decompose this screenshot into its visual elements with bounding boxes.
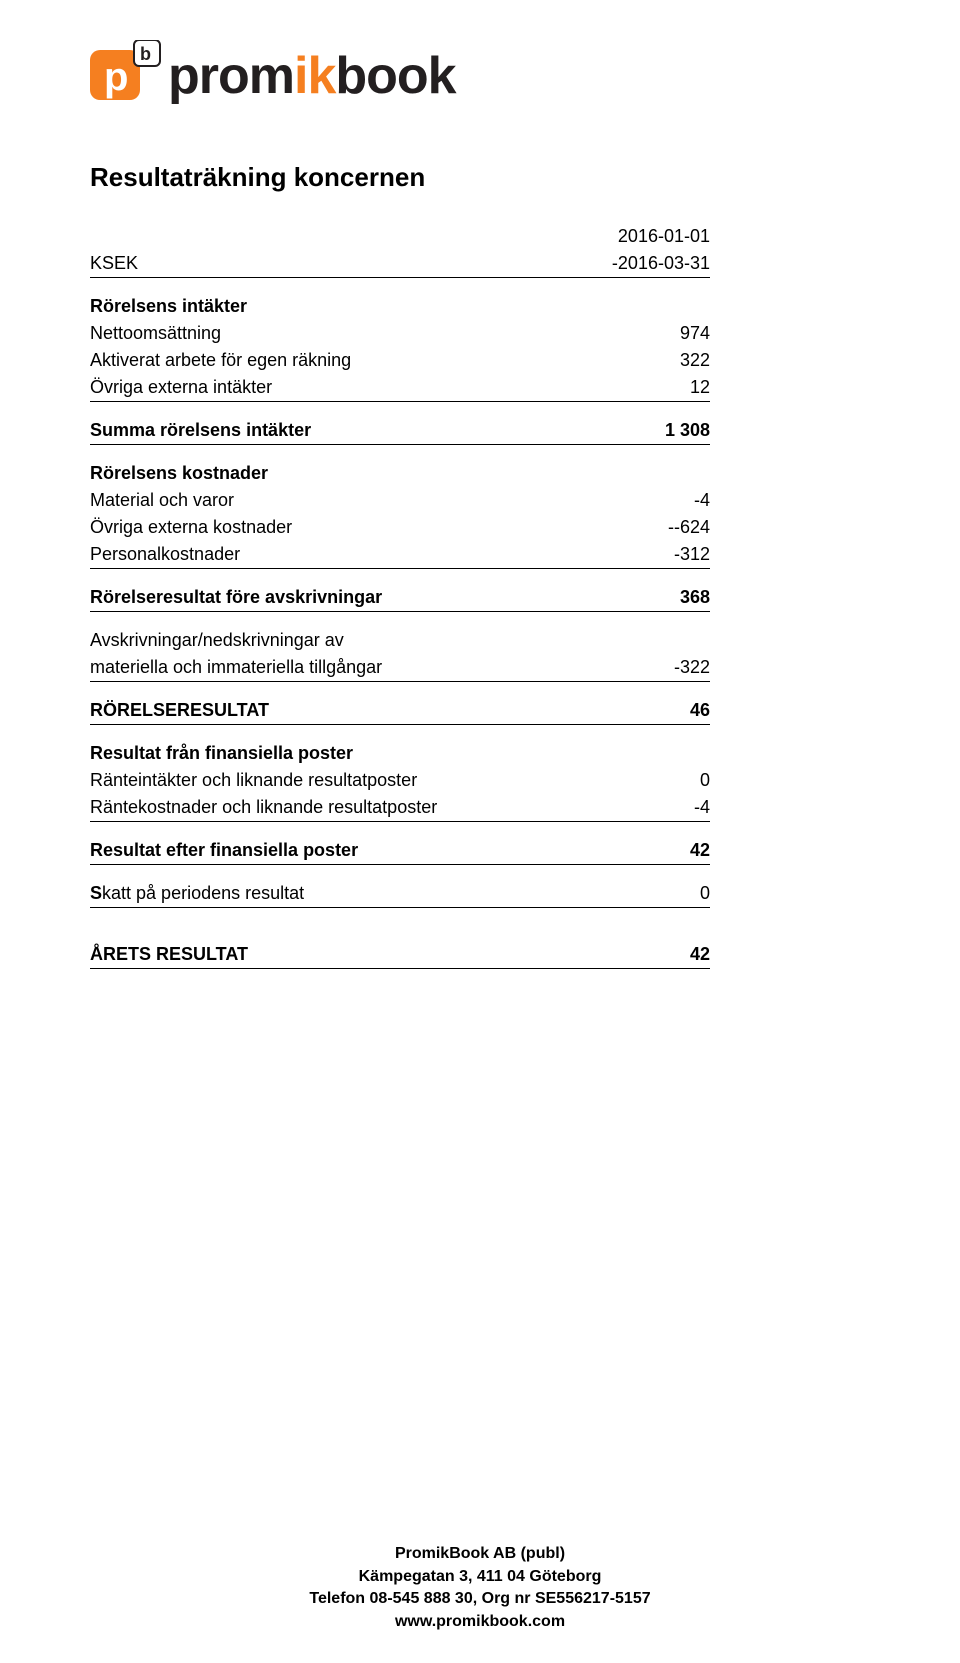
- period-top-row: 2016-01-01: [90, 223, 710, 250]
- row-value: 12: [590, 374, 710, 402]
- row-value: 46: [590, 682, 710, 725]
- row-value: 0: [590, 865, 710, 908]
- income-statement-table: 2016-01-01 KSEK -2016-03-31 Rörelsens in…: [90, 223, 710, 969]
- logo-mark-p: p: [104, 55, 128, 99]
- row-value: 42: [590, 822, 710, 865]
- row-label: Summa rörelsens intäkter: [90, 402, 590, 445]
- page-title: Resultaträkning koncernen: [90, 162, 870, 193]
- row-value: 0: [590, 767, 710, 794]
- heading-finansiella-poster: Resultat från finansiella poster: [90, 725, 590, 768]
- section-rorelsens-kostnader: Rörelsens kostnader: [90, 445, 710, 488]
- table-row: Material och varor -4: [90, 487, 710, 514]
- logo-text-pre: prom: [168, 46, 294, 106]
- row-value: 42: [590, 908, 710, 969]
- row-label: Nettoomsättning: [90, 320, 590, 347]
- row-value: 1 308: [590, 402, 710, 445]
- skatt-rest: katt på periodens resultat: [102, 883, 304, 903]
- row-label: Övriga externa intäkter: [90, 374, 590, 402]
- logo-text-mid: ik: [294, 46, 335, 106]
- rorelseresultat-row: RÖRELSERESULTAT 46: [90, 682, 710, 725]
- heading-rorelsens-intakter: Rörelsens intäkter: [90, 278, 590, 321]
- row-label: RÖRELSERESULTAT: [90, 682, 590, 725]
- section-finansiella-poster: Resultat från finansiella poster: [90, 725, 710, 768]
- logo-wordmark: promikbook: [168, 46, 456, 106]
- skatt-bold-s: S: [90, 883, 102, 903]
- logo-mark-b: b: [140, 44, 151, 64]
- footer-line-1: PromikBook AB (publ): [0, 1543, 960, 1565]
- table-row: Övriga externa kostnader --624: [90, 514, 710, 541]
- row-value: -4: [590, 794, 710, 822]
- row-label: Avskrivningar/nedskrivningar av: [90, 612, 590, 655]
- row-value: -4: [590, 487, 710, 514]
- row-value: 322: [590, 347, 710, 374]
- avskrivningar-line1: Avskrivningar/nedskrivningar av: [90, 612, 710, 655]
- table-row: Personalkostnader -312: [90, 541, 710, 569]
- promikbook-mark-icon: p b: [90, 40, 162, 112]
- row-value: 974: [590, 320, 710, 347]
- avskrivningar-line2: materiella och immateriella tillgångar -…: [90, 654, 710, 682]
- footer-line-2: Kämpegatan 3, 411 04 Göteborg: [0, 1566, 960, 1588]
- period-bottom: -2016-03-31: [590, 250, 710, 278]
- row-label: Räntekostnader och liknande resultatpost…: [90, 794, 590, 822]
- resultat-efter-fin-row: Resultat efter finansiella poster 42: [90, 822, 710, 865]
- period-top: 2016-01-01: [590, 223, 710, 250]
- row-label: ÅRETS RESULTAT: [90, 908, 590, 969]
- logo: p b promikbook: [90, 40, 870, 112]
- table-row: Aktiverat arbete för egen räkning 322: [90, 347, 710, 374]
- logo-text-post: book: [335, 46, 455, 106]
- table-row: Räntekostnader och liknande resultatpost…: [90, 794, 710, 822]
- row-label: Aktiverat arbete för egen räkning: [90, 347, 590, 374]
- row-value: 368: [590, 569, 710, 612]
- rorelseresultat-fore-row: Rörelseresultat före avskrivningar 368: [90, 569, 710, 612]
- row-value: -322: [590, 654, 710, 682]
- logo-mark: p b: [90, 40, 162, 112]
- section-rorelsens-intakter: Rörelsens intäkter: [90, 278, 710, 321]
- row-label: Skatt på periodens resultat: [90, 865, 590, 908]
- row-label: Resultat efter finansiella poster: [90, 822, 590, 865]
- row-label: materiella och immateriella tillgångar: [90, 654, 590, 682]
- page-footer: PromikBook AB (publ) Kämpegatan 3, 411 0…: [0, 1543, 960, 1633]
- row-value: --624: [590, 514, 710, 541]
- footer-line-3: Telefon 08-545 888 30, Org nr SE556217-5…: [0, 1588, 960, 1610]
- row-label: Övriga externa kostnader: [90, 514, 590, 541]
- arets-resultat-row: ÅRETS RESULTAT 42: [90, 908, 710, 969]
- heading-rorelsens-kostnader: Rörelsens kostnader: [90, 445, 590, 488]
- row-label: Rörelseresultat före avskrivningar: [90, 569, 590, 612]
- unit-label: KSEK: [90, 250, 590, 278]
- skatt-row: Skatt på periodens resultat 0: [90, 865, 710, 908]
- header-row: KSEK -2016-03-31: [90, 250, 710, 278]
- footer-line-4: www.promikbook.com: [0, 1611, 960, 1633]
- row-label: Personalkostnader: [90, 541, 590, 569]
- row-label: Ränteintäkter och liknande resultatposte…: [90, 767, 590, 794]
- table-row: Nettoomsättning 974: [90, 320, 710, 347]
- table-row: Övriga externa intäkter 12: [90, 374, 710, 402]
- row-value: -312: [590, 541, 710, 569]
- summa-intakter-row: Summa rörelsens intäkter 1 308: [90, 402, 710, 445]
- row-label: Material och varor: [90, 487, 590, 514]
- page: p b promikbook Resultaträkning koncernen…: [0, 0, 960, 1663]
- table-row: Ränteintäkter och liknande resultatposte…: [90, 767, 710, 794]
